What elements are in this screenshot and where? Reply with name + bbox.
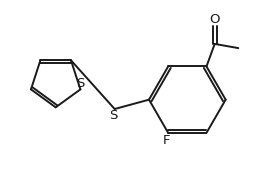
Text: S: S — [76, 77, 85, 90]
Text: S: S — [110, 109, 118, 122]
Text: O: O — [209, 13, 220, 26]
Text: F: F — [163, 134, 170, 147]
